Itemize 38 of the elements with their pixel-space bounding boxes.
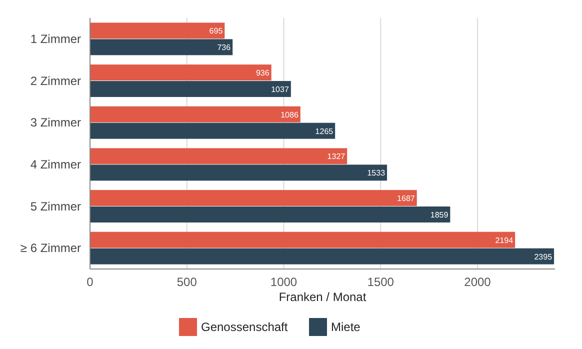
bar [90, 148, 348, 164]
legend-label: Miete [331, 320, 361, 334]
data-label: 736 [217, 43, 232, 52]
y-tick-label: 1 Zimmer [30, 32, 81, 46]
bar [90, 164, 388, 181]
y-tick-label: 2 Zimmer [30, 74, 81, 88]
bar [90, 206, 450, 222]
data-label: 1687 [397, 194, 416, 204]
bar [90, 80, 291, 97]
bar [90, 39, 233, 56]
bar [90, 64, 272, 81]
x-axis-title: Franken / Monat [278, 290, 367, 304]
bar [90, 232, 516, 248]
legend-label: Genossenschaft [201, 320, 288, 334]
data-label: 936 [256, 68, 270, 78]
data-label: 1086 [280, 110, 299, 120]
y-tick-label: 5 Zimmer [30, 199, 81, 214]
x-tick-label: 0 [86, 275, 94, 289]
data-label: 2194 [495, 236, 514, 245]
bar [90, 106, 300, 122]
data-label: 1265 [315, 126, 334, 136]
data-label: 1859 [430, 210, 449, 220]
y-tick-label: 4 Zimmer [30, 157, 81, 172]
data-label: 2395 [534, 252, 553, 262]
x-tick-label: 1000 [270, 275, 298, 289]
bar [90, 190, 417, 206]
x-tick-label: 2000 [464, 275, 492, 289]
bar [90, 122, 336, 139]
bar [90, 22, 225, 39]
x-tick-label: 1500 [367, 275, 394, 289]
x-tick-label: 500 [176, 275, 198, 289]
data-label: 1533 [367, 168, 386, 178]
data-label: 1037 [271, 84, 290, 94]
data-label: 695 [209, 26, 224, 36]
y-tick-label: ≥ 6 Zimmer [20, 241, 81, 256]
bar [90, 248, 554, 264]
data-label: 1327 [327, 152, 346, 162]
y-tick-label: 3 Zimmer [30, 116, 81, 130]
